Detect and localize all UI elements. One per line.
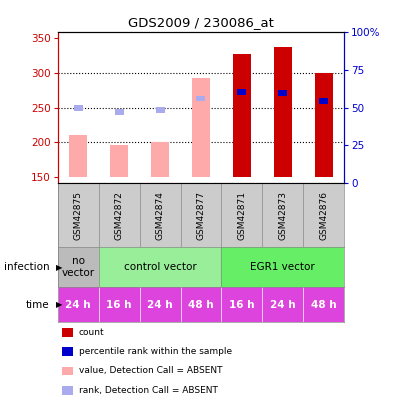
Bar	[262, 183, 303, 247]
Bar	[58, 183, 99, 247]
Text: 48 h: 48 h	[311, 300, 337, 309]
Text: no
vector: no vector	[62, 256, 95, 278]
Bar	[115, 109, 124, 115]
Bar	[99, 183, 140, 247]
Text: rank, Detection Call = ABSENT: rank, Detection Call = ABSENT	[79, 386, 218, 395]
Bar	[110, 145, 128, 177]
Text: infection: infection	[4, 262, 50, 272]
Text: 24 h: 24 h	[147, 300, 173, 309]
Bar	[58, 247, 99, 287]
Bar	[74, 105, 83, 111]
Text: ▶: ▶	[56, 300, 62, 309]
Bar	[192, 78, 210, 177]
Text: GSM42877: GSM42877	[197, 191, 205, 240]
Text: GSM42876: GSM42876	[319, 191, 328, 240]
Bar	[319, 98, 328, 104]
Bar	[221, 183, 262, 247]
Bar	[221, 247, 344, 287]
Text: percentile rank within the sample: percentile rank within the sample	[79, 347, 232, 356]
Bar	[156, 107, 164, 113]
Text: GSM42874: GSM42874	[156, 191, 164, 240]
Bar	[151, 142, 169, 177]
Text: count: count	[79, 328, 104, 337]
Bar	[140, 183, 181, 247]
Title: GDS2009 / 230086_at: GDS2009 / 230086_at	[128, 16, 274, 29]
Bar	[99, 247, 221, 287]
Text: 48 h: 48 h	[188, 300, 214, 309]
Text: GSM42875: GSM42875	[74, 191, 83, 240]
Bar	[274, 47, 292, 177]
Bar	[278, 90, 287, 96]
Text: time: time	[26, 300, 50, 309]
Bar	[233, 54, 251, 177]
Text: 16 h: 16 h	[229, 300, 255, 309]
Text: 16 h: 16 h	[106, 300, 132, 309]
Text: EGR1 vector: EGR1 vector	[250, 262, 315, 272]
Text: ▶: ▶	[56, 263, 62, 272]
Text: value, Detection Call = ABSENT: value, Detection Call = ABSENT	[79, 367, 222, 375]
Text: GSM42873: GSM42873	[278, 191, 287, 240]
Text: 24 h: 24 h	[270, 300, 296, 309]
Text: GSM42871: GSM42871	[238, 191, 246, 240]
Bar	[69, 135, 88, 177]
Bar	[238, 89, 246, 94]
Bar	[303, 183, 344, 247]
Bar	[197, 96, 205, 101]
Text: control vector: control vector	[124, 262, 197, 272]
Text: 24 h: 24 h	[65, 300, 91, 309]
Text: GSM42872: GSM42872	[115, 191, 124, 240]
Bar	[314, 73, 333, 177]
Bar	[181, 183, 221, 247]
